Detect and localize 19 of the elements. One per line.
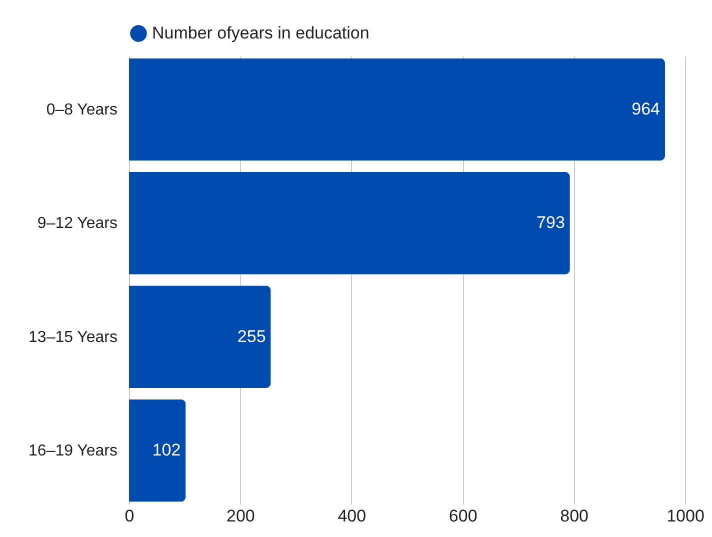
bar	[129, 286, 271, 388]
x-tick-label: 1000	[666, 506, 704, 526]
x-tick-label: 400	[338, 506, 366, 526]
data-label: 964	[632, 99, 660, 118]
y-tick-label: 16–19 Years	[28, 442, 118, 460]
x-tick-label: 800	[560, 506, 588, 526]
data-label: 102	[152, 440, 181, 460]
bar	[129, 172, 570, 274]
y-tick-label: 9–12 Years	[37, 215, 118, 232]
bar	[129, 399, 186, 502]
legend-label: Number ofyears in education	[152, 24, 370, 42]
y-tick-label: 13–15 Years	[28, 328, 118, 346]
bar	[129, 58, 665, 161]
x-tick-label: 200	[226, 506, 255, 526]
x-tick-label: 600	[448, 506, 478, 526]
data-label: 793	[536, 213, 565, 232]
y-tick-label: 0–8 Years	[46, 101, 118, 118]
data-label: 255	[237, 326, 266, 346]
x-tick-label: 0	[124, 506, 134, 526]
